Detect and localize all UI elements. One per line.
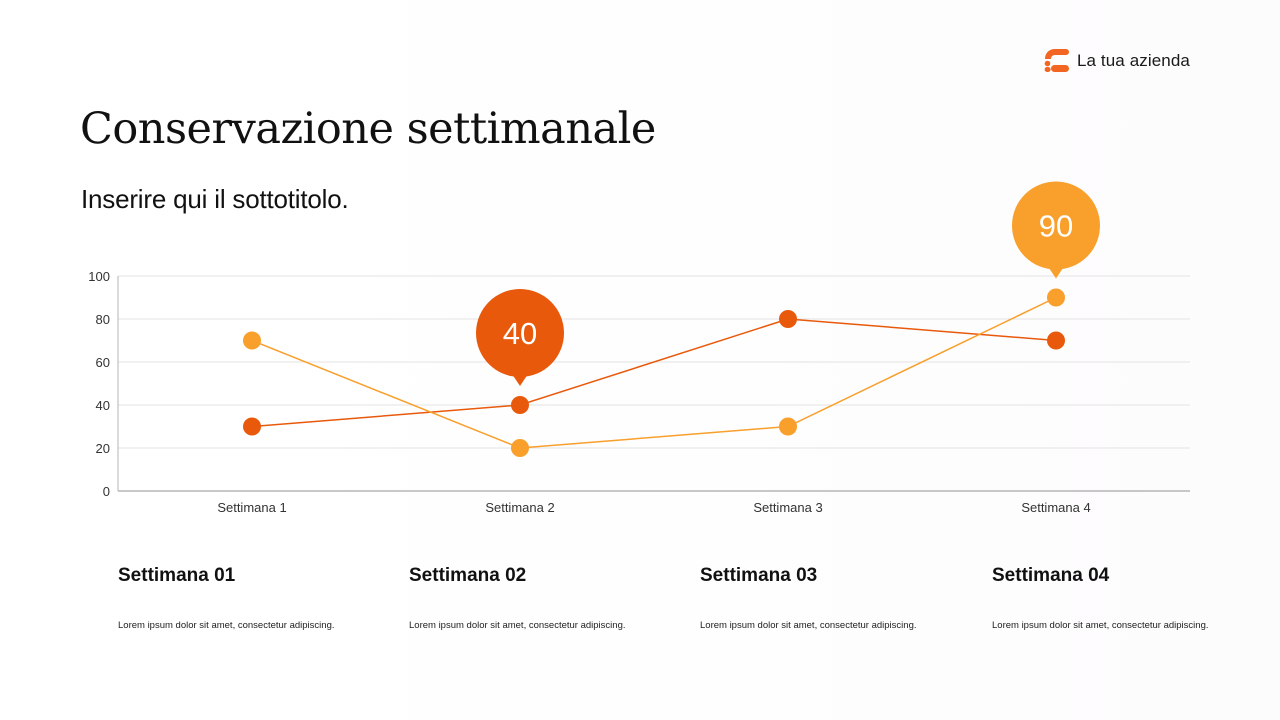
x-tick-label: Settimana 3 (753, 500, 822, 515)
week-card-2: Settimana 02 Lorem ipsum dolor sit amet,… (409, 565, 659, 631)
week-card-4: Settimana 04 Lorem ipsum dolor sit amet,… (992, 565, 1242, 631)
callout-pointer (512, 374, 528, 386)
data-point-marker (511, 396, 529, 414)
y-tick-label: 80 (96, 312, 110, 327)
week-card-title: Settimana 01 (118, 565, 236, 586)
week-card-body: Lorem ipsum dolor sit amet, consectetur … (992, 619, 1209, 631)
data-point-marker (779, 417, 797, 436)
data-point-marker (243, 417, 261, 436)
week-card-1: Settimana 01 Lorem ipsum dolor sit amet,… (118, 565, 368, 631)
company-logo-icon (1044, 49, 1069, 72)
chart-axes (117, 276, 1190, 492)
data-point-marker (243, 331, 261, 350)
chart-annotations: 40 90 (476, 181, 1100, 386)
y-tick-label: 20 (96, 441, 110, 456)
week-card-title: Settimana 04 (992, 565, 1110, 586)
x-axis-ticks: Settimana 1 Settimana 2 Settimana 3 Settima… (217, 500, 1090, 515)
week-card-body: Lorem ipsum dolor sit amet, consectetur … (700, 619, 917, 631)
week-card-title: Settimana 02 (409, 565, 527, 586)
brand-name: La tua azienda (1077, 51, 1190, 70)
value-callout-bubble: 90 (1012, 181, 1100, 279)
callout-circle (1012, 181, 1100, 270)
y-tick-label: 100 (88, 269, 110, 284)
series-line (251, 318, 1057, 428)
callout-value: 40 (503, 316, 537, 351)
week-card-body: Lorem ipsum dolor sit amet, consectetur … (118, 619, 335, 631)
week-card-body: Lorem ipsum dolor sit amet, consectetur … (409, 619, 626, 631)
data-point-marker (1047, 331, 1065, 350)
callout-circle (476, 289, 564, 377)
callout-value: 90 (1039, 209, 1073, 244)
page-subtitle: Inserire qui il sottotitolo. (81, 184, 349, 214)
x-tick-label: Settimana 4 (1021, 500, 1090, 515)
x-tick-label: Settimana 1 (217, 500, 286, 515)
data-point-marker (1047, 288, 1065, 307)
x-tick-label: Settimana 2 (485, 500, 554, 515)
brand: La tua azienda (1042, 48, 1190, 74)
chart-series (243, 288, 1065, 457)
y-axis-ticks: 0 20 40 60 80 100 (88, 269, 110, 499)
week-card-title: Settimana 03 (700, 565, 818, 586)
data-point-marker (511, 439, 529, 457)
value-callout-bubble: 40 (476, 289, 564, 386)
week-card-3: Settimana 03 Lorem ipsum dolor sit amet,… (700, 565, 950, 631)
y-tick-label: 60 (96, 355, 110, 370)
series-line (251, 296, 1057, 449)
data-point-marker (779, 310, 797, 328)
y-tick-label: 40 (96, 398, 110, 413)
page-title: Conservazione settimanale (80, 104, 656, 154)
y-tick-label: 0 (103, 484, 110, 499)
callout-pointer (1048, 266, 1064, 279)
